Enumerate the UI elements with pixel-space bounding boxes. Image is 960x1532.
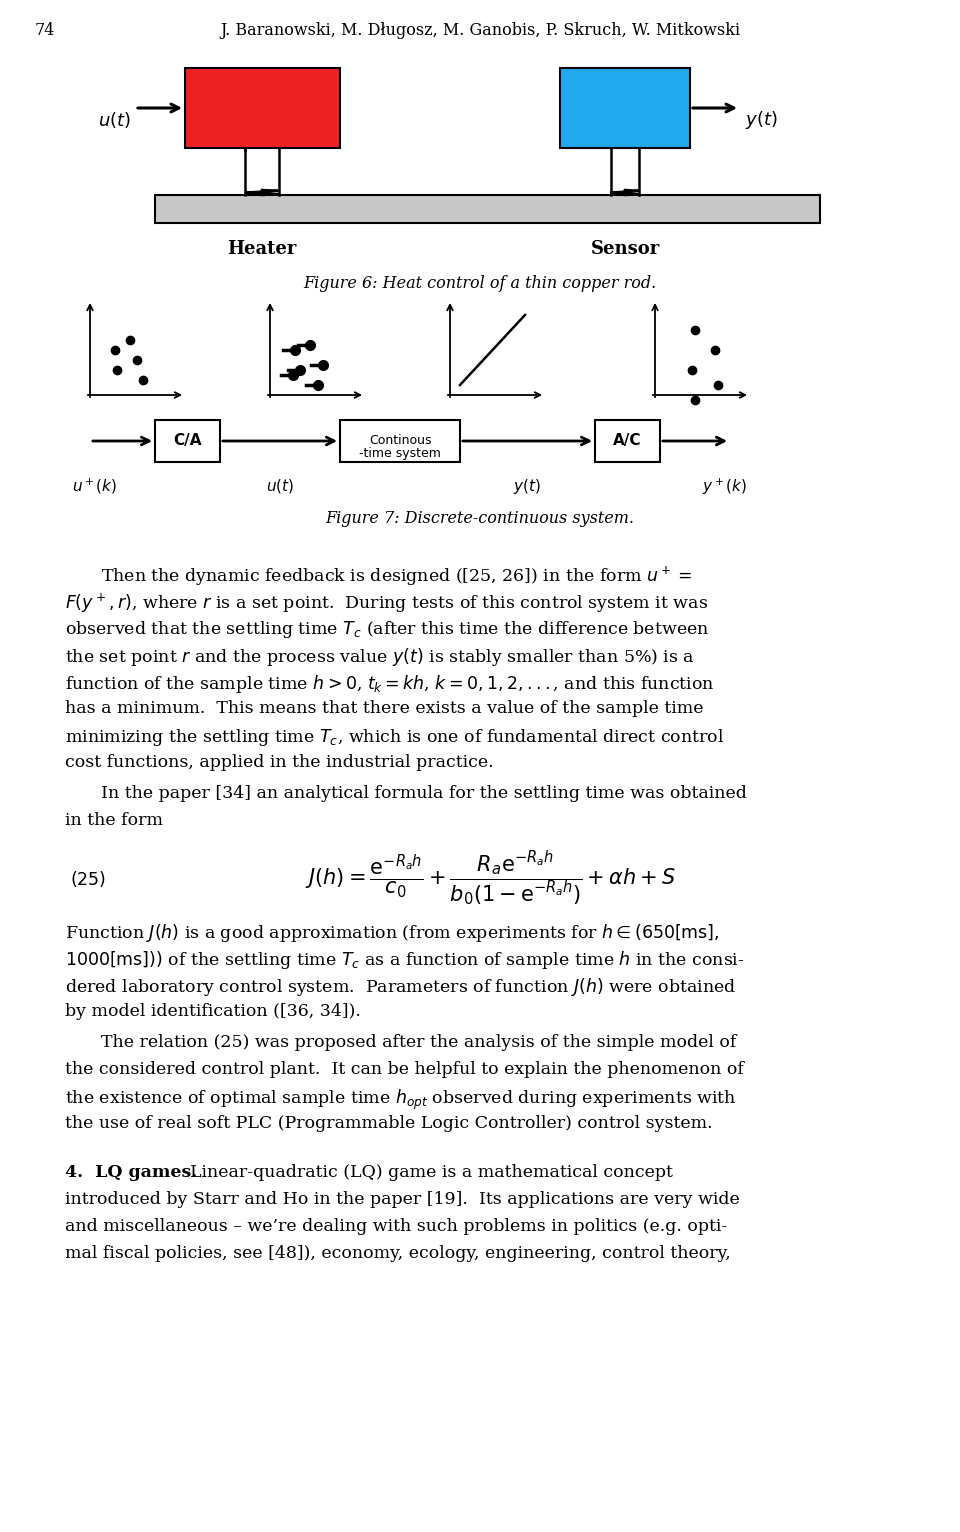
Text: observed that the settling time $T_c$ (after this time the difference between: observed that the settling time $T_c$ (a… — [65, 619, 709, 640]
Text: by model identification ([36, 34]).: by model identification ([36, 34]). — [65, 1003, 361, 1020]
Text: The relation (25) was proposed after the analysis of the simple model of: The relation (25) was proposed after the… — [101, 1034, 736, 1051]
Text: $(25)$: $(25)$ — [70, 869, 107, 889]
Text: $y(t)$: $y(t)$ — [745, 109, 778, 132]
Text: Function $J(h)$ is a good approximation (from experiments for $h \in (650[\mathr: Function $J(h)$ is a good approximation … — [65, 922, 719, 944]
Text: $F(y^+, r)$, where $r$ is a set point.  During tests of this control system it w: $F(y^+, r)$, where $r$ is a set point. D… — [65, 591, 708, 616]
Text: has a minimum.  This means that there exists a value of the sample time: has a minimum. This means that there exi… — [65, 700, 704, 717]
Text: Linear-quadratic (LQ) game is a mathematical concept: Linear-quadratic (LQ) game is a mathemat… — [190, 1164, 673, 1181]
Text: Continous: Continous — [369, 434, 431, 447]
Text: dered laboratory control system.  Parameters of function $J(h)$ were obtained: dered laboratory control system. Paramet… — [65, 976, 736, 997]
Text: In the paper [34] an analytical formula for the settling time was obtained: In the paper [34] an analytical formula … — [101, 784, 747, 801]
Text: 74: 74 — [35, 21, 56, 38]
Text: $u^+(k)$: $u^+(k)$ — [72, 476, 118, 496]
Text: the use of real soft PLC (Programmable Logic Controller) control system.: the use of real soft PLC (Programmable L… — [65, 1115, 712, 1132]
Text: minimizing the settling time $T_c$, which is one of fundamental direct control: minimizing the settling time $T_c$, whic… — [65, 728, 725, 748]
Bar — [340, 420, 460, 463]
Text: function of the sample time $h > 0$, $t_k = kh$, $k = 0, 1, 2, ...$, and this fu: function of the sample time $h > 0$, $t_… — [65, 673, 714, 696]
Text: $y^+(k)$: $y^+(k)$ — [703, 476, 748, 498]
Text: cost functions, applied in the industrial practice.: cost functions, applied in the industria… — [65, 754, 493, 771]
Text: C/A: C/A — [173, 434, 202, 449]
Bar — [155, 420, 220, 463]
Text: Figure 6: Heat control of a thin copper rod.: Figure 6: Heat control of a thin copper … — [303, 276, 657, 293]
Bar — [595, 420, 660, 463]
Text: in the form: in the form — [65, 812, 163, 829]
Text: $y(t)$: $y(t)$ — [513, 476, 540, 496]
Bar — [155, 195, 820, 224]
Text: $J(h) = \dfrac{\mathrm{e}^{-R_a h}}{c_0} + \dfrac{R_a \mathrm{e}^{-R_a h}}{b_0(1: $J(h) = \dfrac{\mathrm{e}^{-R_a h}}{c_0}… — [304, 850, 676, 908]
Text: 4.  LQ games.: 4. LQ games. — [65, 1164, 197, 1181]
Text: the set point $r$ and the process value $y(t)$ is stably smaller than 5%) is a: the set point $r$ and the process value … — [65, 647, 695, 668]
Text: the considered control plant.  It can be helpful to explain the phenomenon of: the considered control plant. It can be … — [65, 1062, 744, 1079]
Text: $u(t)$: $u(t)$ — [98, 110, 131, 130]
Text: $u(t)$: $u(t)$ — [266, 476, 294, 495]
Bar — [560, 67, 690, 149]
Text: A/C: A/C — [612, 434, 641, 449]
Text: Heater: Heater — [228, 241, 297, 257]
Text: Figure 7: Discrete-continuous system.: Figure 7: Discrete-continuous system. — [325, 510, 635, 527]
Text: mal fiscal policies, see [48]), economy, ecology, engineering, control theory,: mal fiscal policies, see [48]), economy,… — [65, 1246, 731, 1262]
Text: and miscellaneous – we’re dealing with such problems in politics (e.g. opti-: and miscellaneous – we’re dealing with s… — [65, 1218, 728, 1235]
Text: Then the dynamic feedback is designed ([25, 26]) in the form $u^+ =$: Then the dynamic feedback is designed ([… — [101, 565, 692, 588]
Text: Sensor: Sensor — [590, 241, 660, 257]
Text: introduced by Starr and Ho in the paper [19].  Its applications are very wide: introduced by Starr and Ho in the paper … — [65, 1190, 740, 1209]
Text: J. Baranowski, M. Długosz, M. Ganobis, P. Skruch, W. Mitkowski: J. Baranowski, M. Długosz, M. Ganobis, P… — [220, 21, 740, 38]
Bar — [185, 67, 340, 149]
Text: -time system: -time system — [359, 447, 441, 460]
Text: the existence of optimal sample time $h_{opt}$ observed during experiments with: the existence of optimal sample time $h_… — [65, 1088, 736, 1112]
Text: $1000[\mathrm{ms}]))$ of the settling time $T_c$ as a function of sample time $h: $1000[\mathrm{ms}]))$ of the settling ti… — [65, 948, 745, 971]
